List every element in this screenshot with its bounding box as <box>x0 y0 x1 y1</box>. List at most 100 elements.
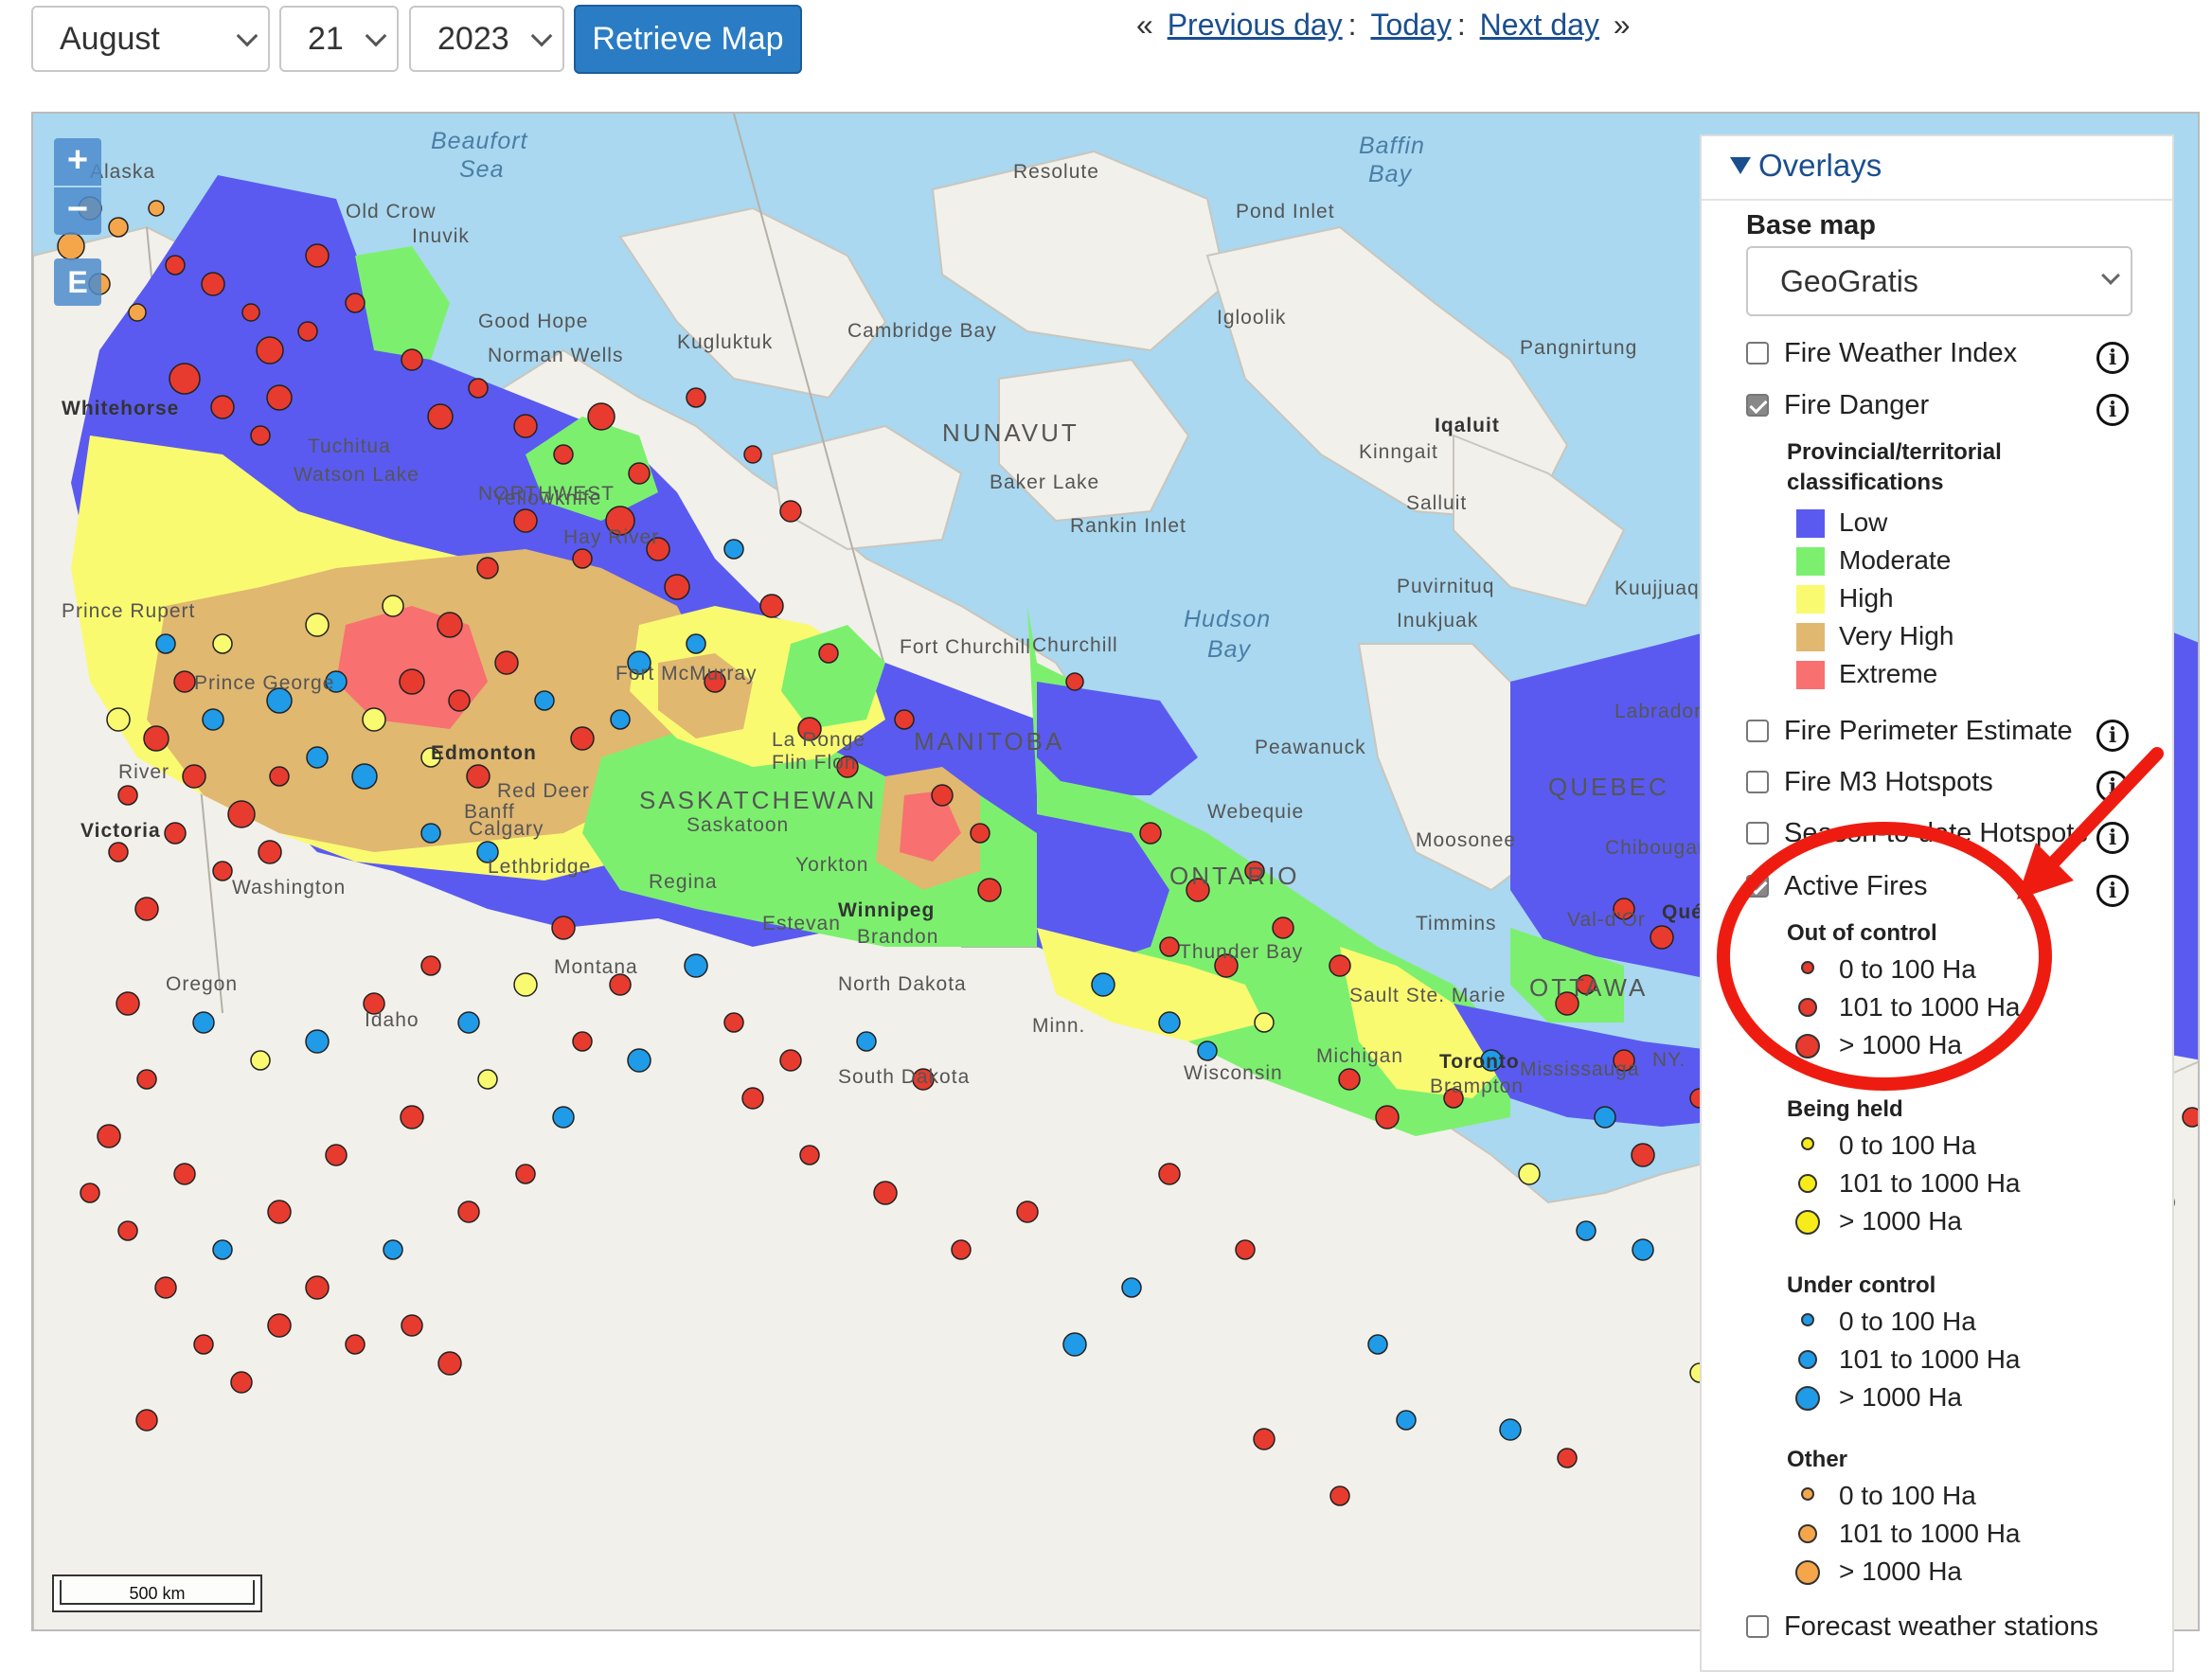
layer-fire-weather-index[interactable]: Fire Weather Index <box>1746 338 2017 369</box>
day-value: 21 <box>308 21 344 57</box>
layer-label: Fire Perimeter Estimate <box>1784 716 2073 746</box>
map-label-red-deer: Red Deer <box>497 780 590 802</box>
retrieve-map-button[interactable]: Retrieve Map <box>574 5 802 74</box>
layer-fire-m3-hotspots[interactable]: Fire M3 Hotspots <box>1746 767 1993 798</box>
map-label-sault-ste-marie: Sault Ste. Marie <box>1349 985 1507 1006</box>
chevron-down-icon <box>365 25 387 47</box>
info-icon[interactable]: i <box>2096 342 2129 374</box>
fires-heading-other: Other <box>1787 1447 1848 1472</box>
map-label-idaho: Idaho <box>365 1009 419 1031</box>
overlays-panel: Overlays Base map GeoGratis Fire Weather… <box>1700 134 2174 1672</box>
map-label-peawanuck: Peawanuck <box>1255 737 1366 758</box>
swatch-very-high <box>1796 623 1825 651</box>
triangle-down-icon <box>1730 157 1751 174</box>
map-label-timmins: Timmins <box>1416 913 1497 934</box>
layer-season-hotspots[interactable]: Season-to-date Hotspots <box>1746 818 2088 849</box>
swatch-high <box>1796 585 1825 614</box>
map-label-val-dor: Val-d'Or <box>1567 909 1646 931</box>
layer-forecast-weather-stations[interactable]: Forecast weather stations <box>1746 1611 2098 1643</box>
map-label-prince-rupert: Prince Rupert <box>62 600 196 622</box>
fires-heading-under-control: Under control <box>1787 1272 1936 1298</box>
map-label-oregon: Oregon <box>166 973 239 995</box>
layer-label: Forecast weather stations <box>1784 1611 2099 1642</box>
layer-active-fires[interactable]: Active Fires <box>1746 871 1927 902</box>
map-label-michigan: Michigan <box>1316 1045 1404 1067</box>
checkbox[interactable] <box>1746 822 1769 845</box>
checkbox[interactable] <box>1746 875 1769 898</box>
map-label-la-ronge: La Ronge <box>772 729 866 751</box>
map-label-grande-prairie: River <box>118 761 170 783</box>
extent-button[interactable]: E <box>54 258 101 306</box>
legend-very-high: Very High <box>1839 621 1954 650</box>
map-label-washington: Washington <box>232 877 347 898</box>
map-label-hudson: Hudson <box>1184 606 1272 632</box>
right-quote: » <box>1613 8 1631 42</box>
map-label-north-dakota: North Dakota <box>838 973 967 995</box>
checkbox[interactable] <box>1746 720 1769 742</box>
day-select[interactable]: 21 <box>279 6 399 72</box>
checkbox[interactable] <box>1746 771 1769 793</box>
base-map-label: Base map <box>1746 210 1877 240</box>
toolbar: August 21 2023 Retrieve Map « Previous d… <box>0 0 2212 112</box>
map-label-beaufort-2: Sea <box>459 156 505 183</box>
today-link[interactable]: Today <box>1370 8 1452 42</box>
previous-day-link[interactable]: Previous day <box>1167 8 1343 42</box>
checkbox[interactable] <box>1746 1615 1769 1638</box>
map-label-edmonton: Edmonton <box>431 742 537 764</box>
info-icon[interactable]: i <box>2096 822 2129 854</box>
layer-label: Active Fires <box>1784 871 1928 901</box>
year-select[interactable]: 2023 <box>409 6 564 72</box>
layer-fire-danger[interactable]: Fire Danger <box>1746 390 1929 421</box>
map-label-moosonee: Moosonee <box>1416 829 1517 851</box>
map-label-baker-lake: Baker Lake <box>990 471 1100 493</box>
info-icon[interactable]: i <box>2096 394 2129 426</box>
base-map-select[interactable]: GeoGratis <box>1746 246 2132 316</box>
info-icon[interactable]: i <box>2096 875 2129 907</box>
month-select[interactable]: August <box>31 6 270 72</box>
map-label-baffin-2: Bay <box>1368 161 1413 187</box>
zoom-out-button[interactable]: − <box>54 187 101 235</box>
left-quote: « <box>1136 8 1153 42</box>
legend-extreme: Extreme <box>1839 659 1938 688</box>
legend-size-medium: 101 to 1000 Ha <box>1839 992 2021 1022</box>
legend-low: Low <box>1839 507 1888 537</box>
map-label-pond-inlet: Pond Inlet <box>1236 201 1335 222</box>
map-label-labrador: Labrador <box>1614 701 1703 722</box>
next-day-link[interactable]: Next day <box>1479 8 1599 42</box>
map-label-inukjuak: Inukjuak <box>1397 610 1479 631</box>
layer-fire-perimeter-estimate[interactable]: Fire Perimeter Estimate <box>1746 716 2073 747</box>
map-label-ottawa: OTTAWA <box>1529 973 1649 1002</box>
legend-size-medium: 101 to 1000 Ha <box>1839 1168 2021 1198</box>
legend-dot <box>1798 1350 1817 1369</box>
legend-dot <box>1801 1137 1814 1150</box>
legend-dot <box>1798 1174 1817 1193</box>
map-label-igloolik: Igloolik <box>1217 307 1287 329</box>
map-label-kuujjuaq: Kuujjuaq <box>1614 578 1700 599</box>
map-label-fort-churchill: Fort Churchill <box>900 636 1031 658</box>
legend-dot <box>1798 1524 1817 1543</box>
map-label-nunavut: NUNAVUT <box>942 418 1079 447</box>
checkbox[interactable] <box>1746 342 1769 365</box>
map-label-prince-george: Prince George <box>194 672 335 694</box>
fires-heading-being-held: Being held <box>1787 1096 1903 1122</box>
map-label-hay-river: Hay River <box>563 526 660 548</box>
map-label-ny: NY. <box>1652 1049 1686 1071</box>
map-label-tuchitua: Tuchitua <box>308 436 391 457</box>
map-label-inuvik: Inuvik <box>412 225 470 247</box>
info-icon[interactable]: i <box>2096 720 2129 752</box>
zoom-in-button[interactable]: + <box>54 138 101 186</box>
separator: : <box>1347 8 1357 42</box>
scale-bar: 500 km <box>52 1574 262 1612</box>
map-label-victoria: Victoria <box>80 820 161 842</box>
checkbox[interactable] <box>1746 394 1769 417</box>
info-icon[interactable]: i <box>2096 771 2129 803</box>
map-label-toronto: Toronto <box>1439 1051 1520 1073</box>
overlays-toggle[interactable]: Overlays <box>1730 148 1882 184</box>
divider <box>1702 199 2172 201</box>
legend-dot <box>1795 1034 1820 1058</box>
layer-label: Fire M3 Hotspots <box>1784 767 1993 797</box>
map-label-resolute: Resolute <box>1013 161 1099 183</box>
map-label-regina: Regina <box>649 871 718 893</box>
legend-size-large: > 1000 Ha <box>1839 1382 1962 1412</box>
layer-label: Fire Weather Index <box>1784 338 2018 368</box>
